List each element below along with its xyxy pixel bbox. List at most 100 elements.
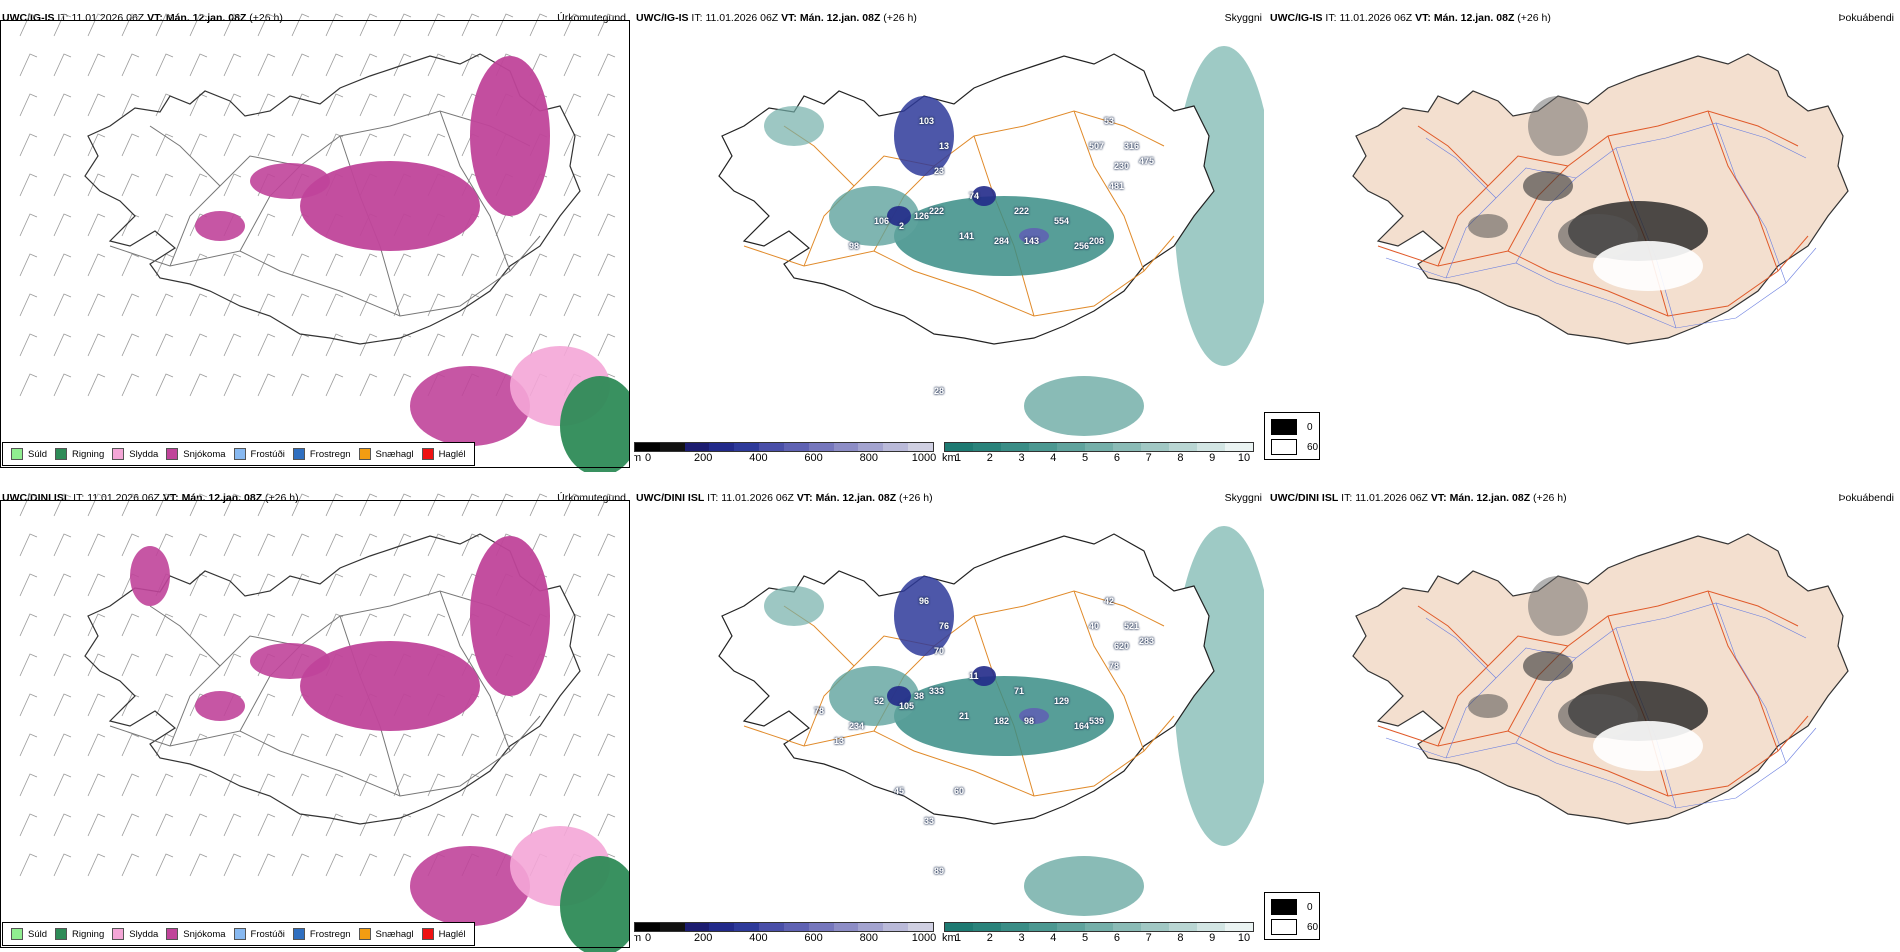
visibility-value: 539 bbox=[1089, 716, 1105, 726]
colorbar-tick: 4 bbox=[1050, 452, 1057, 464]
colorbar-cell bbox=[1169, 923, 1197, 931]
legend-item: Snæhagl bbox=[358, 928, 414, 940]
wind-barb bbox=[87, 653, 106, 677]
wind-barb bbox=[53, 253, 72, 277]
wind-barb bbox=[19, 813, 38, 837]
colorbar-tick: 1000 bbox=[911, 452, 937, 464]
wind-barb bbox=[53, 333, 72, 357]
wind-barb bbox=[393, 613, 412, 637]
wind-barb bbox=[359, 813, 378, 837]
wind-barb bbox=[223, 53, 242, 77]
wind-barb bbox=[291, 493, 310, 517]
panel-header: UWC/IG-IS IT: 11.01.2026 06Z VT: Mán. 12… bbox=[2, 12, 283, 24]
colorbar-tick: 9 bbox=[1209, 452, 1216, 464]
wind-barb bbox=[427, 333, 446, 357]
colorbar-cell bbox=[684, 443, 710, 451]
road bbox=[1073, 110, 1145, 272]
wind-barb bbox=[121, 653, 140, 677]
snow-area bbox=[410, 366, 530, 446]
road bbox=[1417, 605, 1489, 667]
wind-barb bbox=[189, 613, 208, 637]
visibility-value: 98 bbox=[1024, 716, 1035, 726]
wind-barb bbox=[53, 213, 72, 237]
wind-barb bbox=[155, 533, 174, 557]
visibility-value: 78 bbox=[814, 706, 825, 716]
legend-swatch bbox=[11, 448, 23, 460]
wind-barb bbox=[563, 93, 582, 117]
wind-barb bbox=[19, 373, 38, 397]
legend-label: Slydda bbox=[129, 928, 159, 940]
visibility-value: 141 bbox=[959, 231, 975, 241]
wind-barb bbox=[393, 53, 412, 77]
wind-barb bbox=[359, 333, 378, 357]
legend-swatch bbox=[233, 928, 246, 940]
wind-barb bbox=[121, 173, 140, 197]
colorbar-strip bbox=[944, 442, 1254, 452]
wind-barb bbox=[597, 333, 616, 357]
wind-barb bbox=[87, 373, 106, 397]
wind-barb bbox=[325, 853, 344, 877]
wind-barb bbox=[393, 573, 412, 597]
low-visibility-area bbox=[1024, 856, 1144, 916]
wind-barb bbox=[19, 93, 38, 117]
wind-barb bbox=[393, 493, 412, 517]
visibility-panel: UWC/DINI ISL IT: 11.01.2026 06Z VT: Mán.… bbox=[634, 486, 1264, 952]
wind-barb bbox=[359, 613, 378, 637]
wind-barb bbox=[223, 253, 242, 277]
wind-barb bbox=[19, 493, 38, 517]
wind-barb bbox=[495, 813, 514, 837]
road bbox=[1377, 235, 1809, 317]
colorbar-cell bbox=[759, 923, 784, 931]
wind-barb bbox=[121, 13, 140, 37]
iceland bbox=[1352, 53, 1849, 345]
wind-barb bbox=[563, 773, 582, 797]
wind-barb bbox=[121, 533, 140, 557]
colorbar-cell bbox=[734, 923, 760, 931]
wind-barb bbox=[121, 253, 140, 277]
wind-barb bbox=[189, 333, 208, 357]
wind-barb bbox=[597, 173, 616, 197]
visibility-value: 222 bbox=[929, 206, 945, 216]
legend-swatch bbox=[166, 928, 179, 940]
wind-barb bbox=[53, 53, 72, 77]
wind-barb bbox=[19, 53, 38, 77]
visibility-value: 71 bbox=[1014, 686, 1025, 696]
wind-barb bbox=[359, 373, 378, 397]
snow-area bbox=[470, 536, 550, 696]
visibility-value: 89 bbox=[934, 866, 945, 876]
wind-barb bbox=[223, 653, 242, 677]
visibility-value: 521 bbox=[1124, 621, 1140, 631]
visibility-value: 52 bbox=[874, 696, 885, 706]
wind-barb bbox=[53, 653, 72, 677]
visibility-value: 21 bbox=[959, 711, 970, 721]
road bbox=[149, 125, 221, 187]
wind-barb bbox=[189, 653, 208, 677]
visibility-colorbar: km 1 2 3 4 5 6 7 8 9 10 bbox=[942, 922, 1254, 944]
wind-barb bbox=[427, 493, 446, 517]
wind-barb bbox=[291, 133, 310, 157]
wind-barb bbox=[461, 293, 480, 317]
panel-title: Úrkomutegund bbox=[557, 12, 626, 24]
fog-panel: UWC/IG-IS IT: 11.01.2026 06Z VT: Mán. 12… bbox=[1268, 6, 1898, 472]
colorbar-cell bbox=[1197, 443, 1225, 451]
legend-swatch bbox=[421, 448, 434, 460]
visibility-value: 2 bbox=[899, 221, 905, 231]
fog-legend-min: 0 bbox=[1307, 421, 1313, 433]
wind-barb bbox=[359, 533, 378, 557]
wind-barb bbox=[597, 213, 616, 237]
wind-barb bbox=[121, 213, 140, 237]
colorbar-cell bbox=[833, 923, 859, 931]
colorbar-cell bbox=[734, 443, 760, 451]
wind-barb bbox=[427, 573, 446, 597]
wind-barb bbox=[121, 813, 140, 837]
legend-label: Snjókoma bbox=[183, 448, 226, 460]
legend-swatch bbox=[112, 448, 125, 460]
wind-barb bbox=[325, 813, 344, 837]
fog-legend: 0 60 bbox=[1264, 412, 1320, 460]
legend-label: Frostúði bbox=[250, 928, 285, 940]
wind-barb bbox=[189, 533, 208, 557]
wind-barb bbox=[325, 573, 344, 597]
wind-barb bbox=[597, 293, 616, 317]
wind-barb bbox=[597, 693, 616, 717]
visibility-value: 40 bbox=[1089, 621, 1100, 631]
